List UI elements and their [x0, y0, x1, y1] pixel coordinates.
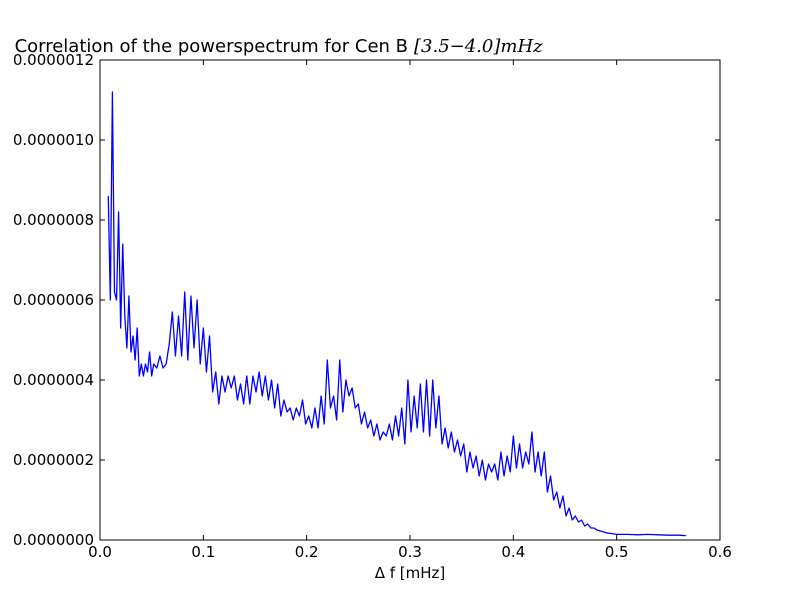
x-tick-label: 0.0: [88, 543, 112, 561]
x-tick-label: 0.3: [398, 543, 422, 561]
y-tick-label: 0.0000012: [13, 51, 94, 69]
chart-title-math: [3.5−4.0]mHz: [414, 36, 543, 57]
y-tick-label: 0.0000006: [13, 291, 94, 309]
chart-title: Correlation of the powerspectrum for Cen…: [15, 36, 408, 57]
y-tick-label: 0.0000002: [13, 451, 94, 469]
plot-area: [99, 59, 721, 541]
y-tick-label: 0.0000010: [13, 131, 94, 149]
x-tick-label: 0.4: [501, 543, 525, 561]
series-line: [107, 91, 686, 537]
y-tick-label: 0.0000004: [13, 371, 94, 389]
x-axis-ticks: 0.0 0.1 0.2 0.3 0.4 0.5 0.6: [88, 60, 732, 561]
y-axis-ticks: 0.0000000 0.0000002 0.0000004 0.0000006 0.00…: [13, 51, 720, 549]
x-tick-label: 0.1: [191, 543, 215, 561]
x-tick-label: 0.6: [708, 543, 732, 561]
y-tick-label: 0.0000008: [13, 211, 94, 229]
y-tick-label: 0.0000000: [13, 531, 94, 549]
x-axis-label: Δ f [mHz]: [375, 564, 446, 582]
x-tick-label: 0.2: [295, 543, 319, 561]
x-tick-label: 0.5: [605, 543, 629, 561]
